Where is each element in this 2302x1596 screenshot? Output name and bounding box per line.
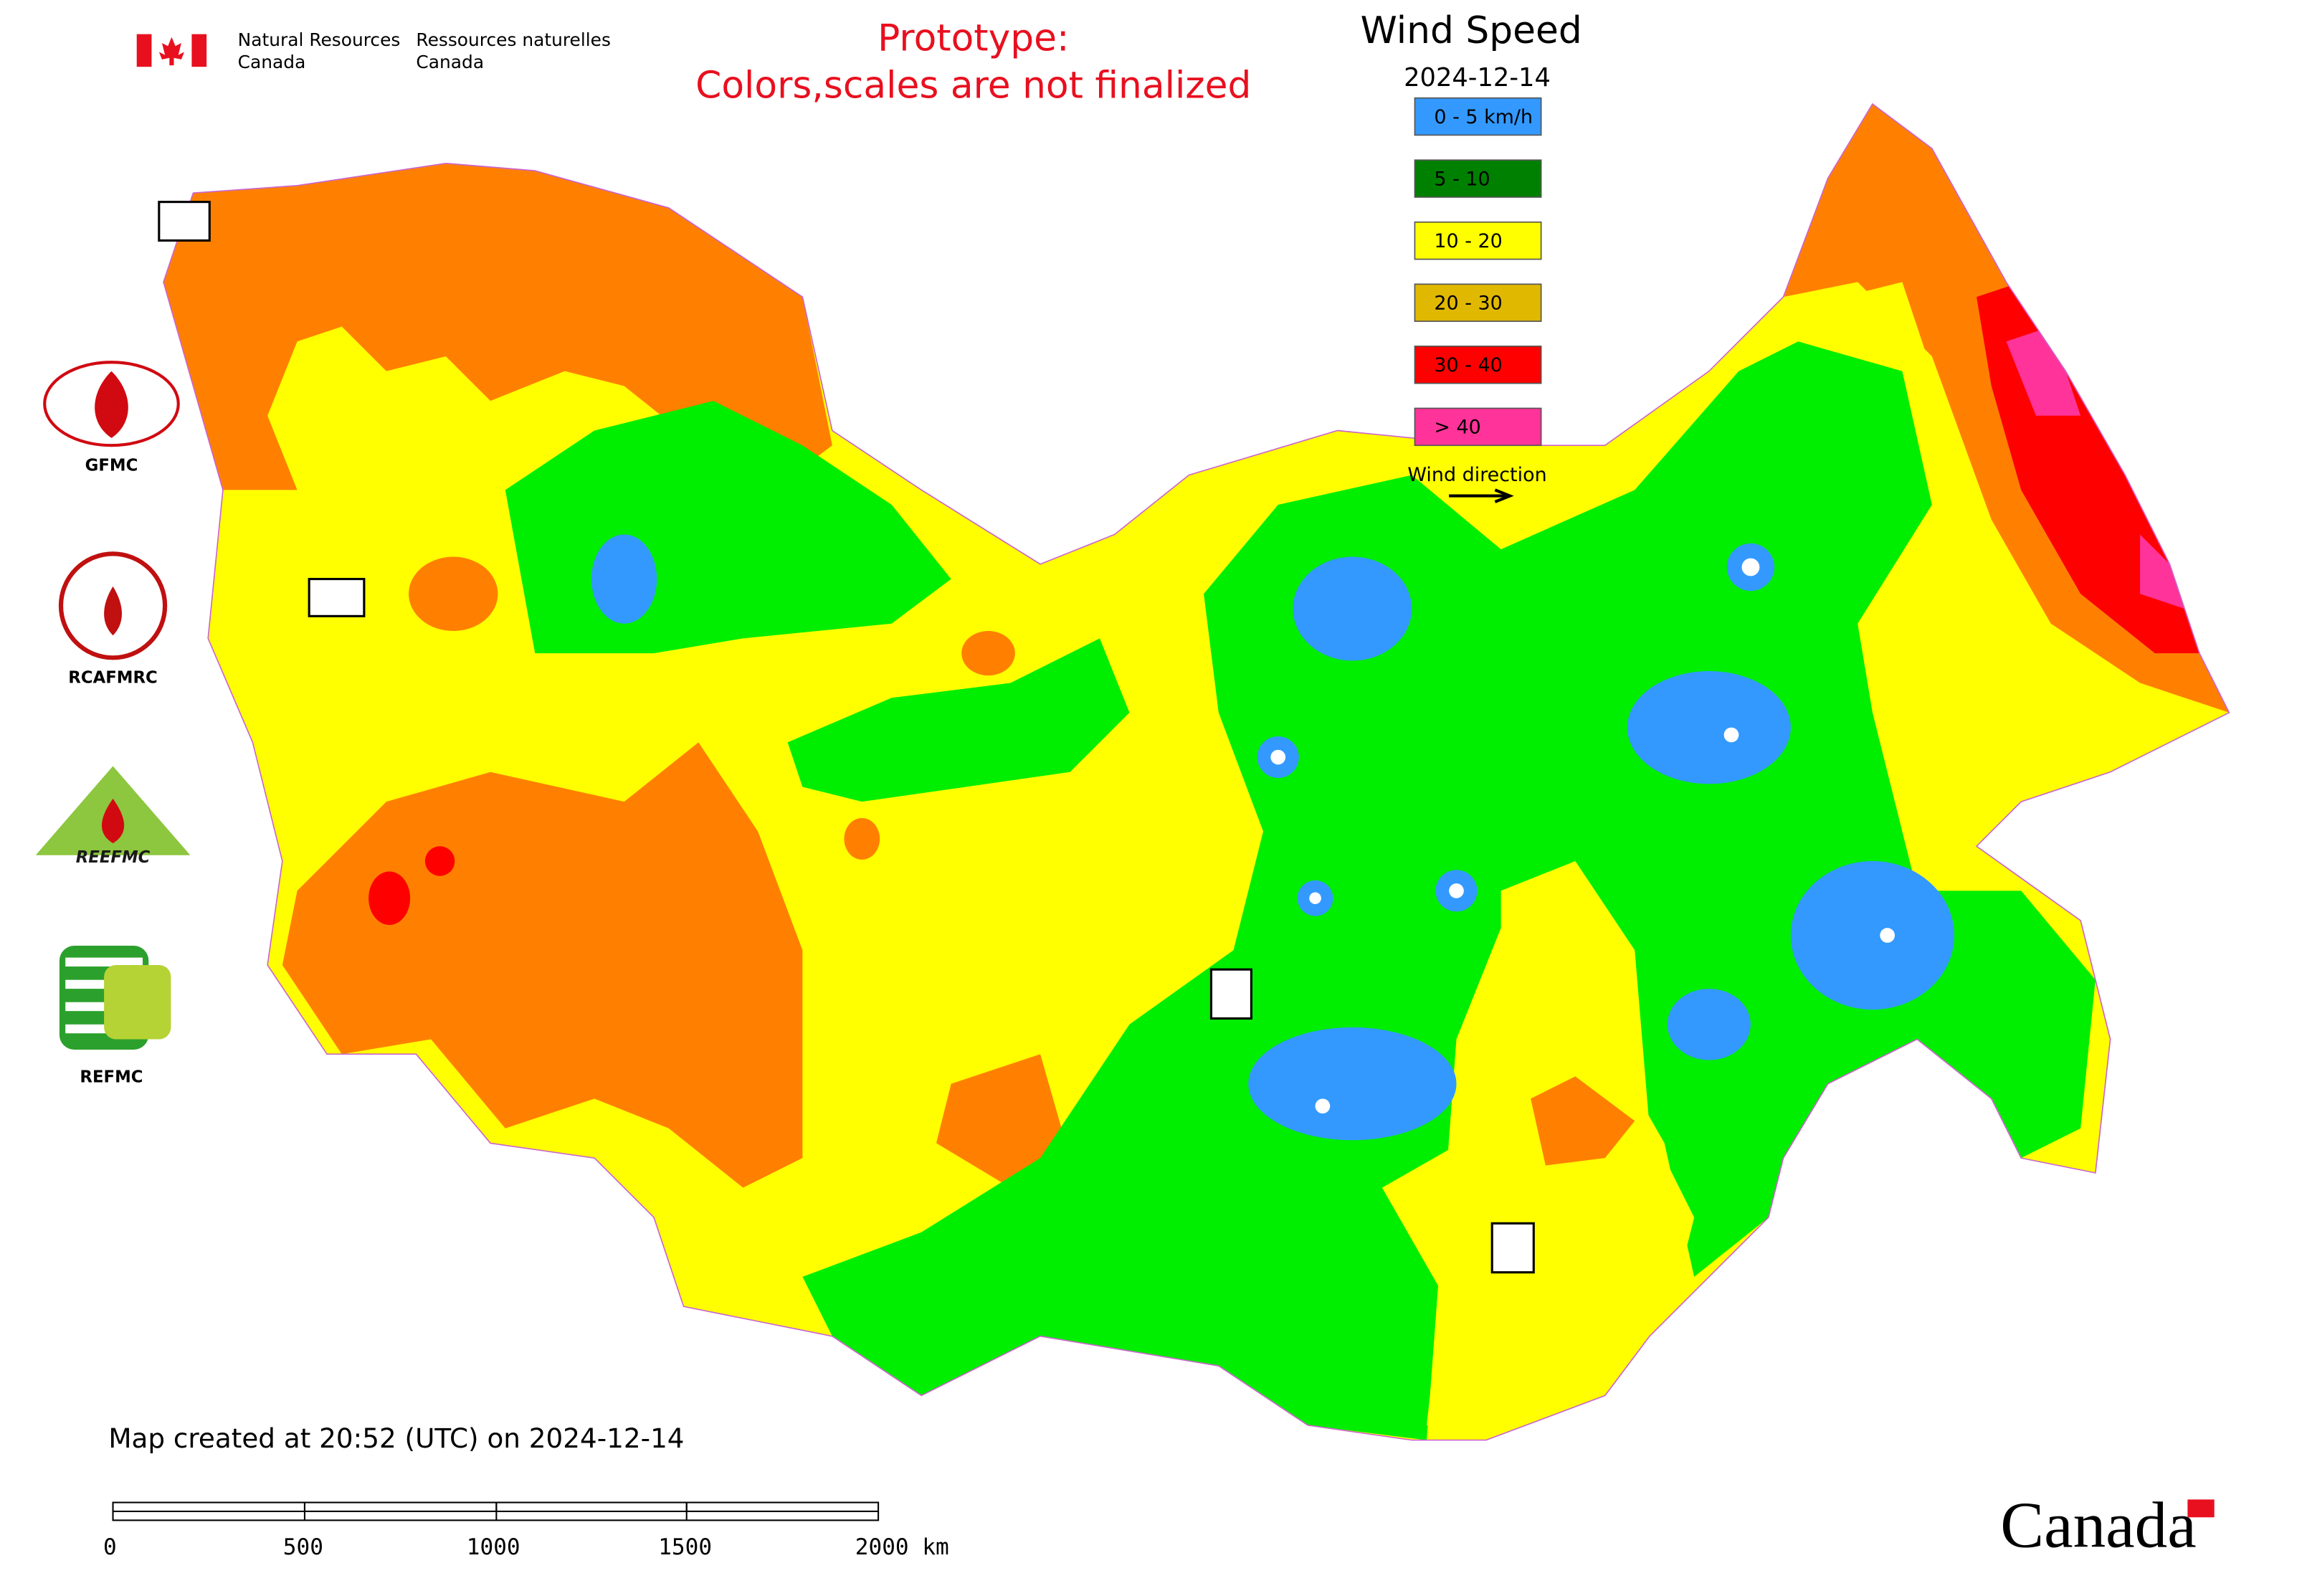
scale-label: 0	[103, 1534, 117, 1560]
scale-label: 1000	[467, 1534, 520, 1560]
logo-caption: RCAFMRC	[68, 669, 157, 688]
legend-date: 2024-12-14	[1404, 63, 1551, 92]
canada-wordmark: Canada	[2000, 1489, 2196, 1562]
notice: Colors,scales are not finalized	[695, 65, 1251, 108]
dept-fr: Ressources naturelles	[416, 29, 610, 50]
map-created: Map created at 20:52 (UTC) on 2024-12-14	[108, 1422, 684, 1454]
logo-caption: GFMC	[85, 456, 138, 475]
legend-label: > 40	[1434, 417, 1480, 439]
map-marker	[1490, 1222, 1535, 1274]
legend-title: Wind Speed	[1361, 9, 1582, 52]
wind-direction-label: Wind direction	[1407, 464, 1546, 486]
reefmc-logo	[35, 766, 191, 855]
rcafmrc-logo	[58, 551, 168, 660]
map-marker	[158, 201, 211, 242]
legend-swatch	[1414, 407, 1542, 447]
legend-label: 10 - 20	[1434, 230, 1502, 252]
legend-swatch	[1414, 283, 1542, 322]
logo-caption: REFMC	[80, 1068, 143, 1087]
scale-label: 1500	[658, 1534, 712, 1560]
scale-bar	[112, 1501, 880, 1521]
wind-arrow	[1449, 488, 1514, 503]
legend-label: 5 - 10	[1434, 168, 1490, 190]
dept-en: Natural Resources	[238, 29, 401, 50]
legend-swatch	[1414, 346, 1542, 384]
legend-swatch	[1414, 97, 1542, 136]
dept-fr: Canada	[416, 52, 484, 72]
refmc-logo	[59, 946, 171, 1050]
legend-label: 20 - 30	[1434, 293, 1502, 315]
notice: Prototype:	[877, 16, 1069, 60]
scale-label: 500	[283, 1534, 323, 1560]
map-marker	[308, 578, 366, 617]
canada-flag	[136, 34, 207, 67]
legend-label: 0 - 5 km/h	[1434, 106, 1533, 128]
legend-swatch	[1414, 221, 1542, 260]
legend-swatch	[1414, 159, 1542, 198]
gfmc-logo	[43, 361, 180, 447]
scale-labels: 0 500 1000 1500 2000 km	[103, 1534, 949, 1560]
legend: 0 - 5 km/h 5 - 10 10 - 20 20 - 30 30 - 40 > 4…	[1414, 97, 1542, 447]
map-marker	[1209, 968, 1252, 1020]
logo-text: REEFMC	[76, 848, 151, 867]
wordmark-flag	[2187, 1499, 2215, 1518]
legend-label: 30 - 40	[1434, 354, 1502, 376]
scale-label: 2000 km	[855, 1534, 949, 1560]
dept-en: Canada	[238, 52, 306, 72]
